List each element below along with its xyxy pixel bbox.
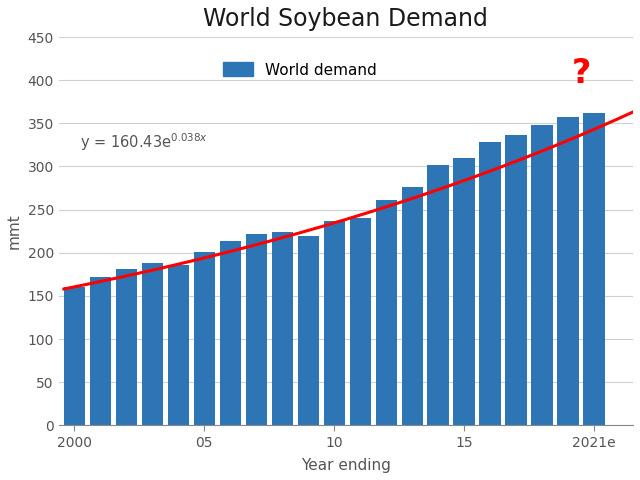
Bar <box>401 187 423 425</box>
Bar <box>116 269 137 425</box>
Bar <box>479 142 500 425</box>
Y-axis label: mmt: mmt <box>7 213 22 249</box>
Bar <box>454 158 475 425</box>
Title: World Soybean Demand: World Soybean Demand <box>204 7 488 31</box>
Text: ?: ? <box>572 57 591 90</box>
Bar <box>220 240 241 425</box>
Bar <box>141 263 163 425</box>
Text: y = 160.43e$^{0.038x}$: y = 160.43e$^{0.038x}$ <box>79 132 207 153</box>
Bar <box>376 200 397 425</box>
Bar <box>531 125 553 425</box>
Legend: World demand: World demand <box>216 56 383 84</box>
Bar <box>506 135 527 425</box>
Bar <box>246 234 267 425</box>
Bar <box>324 221 345 425</box>
Bar <box>63 287 85 425</box>
Bar <box>168 265 189 425</box>
Bar <box>584 113 605 425</box>
Bar <box>428 165 449 425</box>
Bar <box>557 117 579 425</box>
Bar <box>194 252 215 425</box>
Bar <box>349 218 371 425</box>
Bar <box>298 236 319 425</box>
X-axis label: Year ending: Year ending <box>301 458 391 473</box>
Bar <box>271 232 293 425</box>
Bar <box>90 277 111 425</box>
